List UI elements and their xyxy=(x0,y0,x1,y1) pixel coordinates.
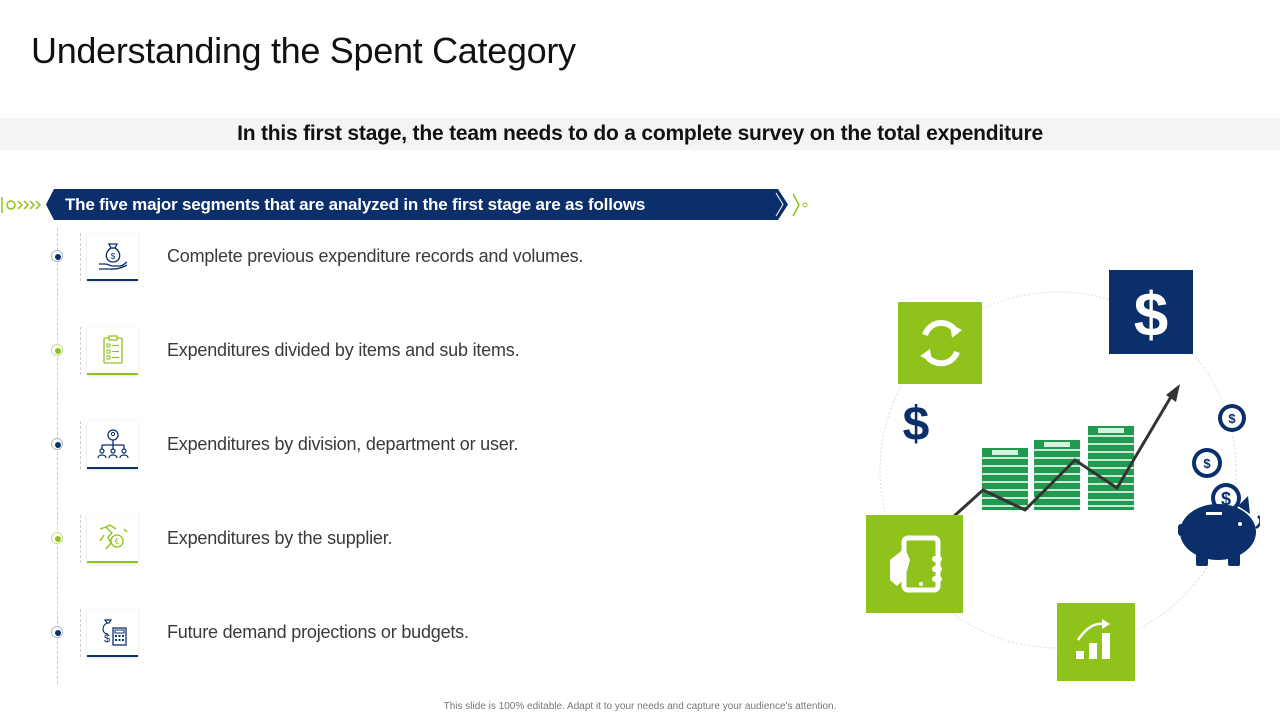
timeline-dot xyxy=(51,344,63,356)
finance-illustration: $ $ xyxy=(866,270,1260,681)
footer-note: This slide is 100% editable. Adapt it to… xyxy=(443,701,837,712)
item-text: Expenditures by division, department or … xyxy=(167,434,519,454)
timeline-dot xyxy=(51,626,63,638)
growth-chart-icon xyxy=(1057,603,1135,681)
cash-stack-icon xyxy=(982,426,1134,510)
item-separator xyxy=(80,233,81,281)
dollar-icon: $ xyxy=(1109,270,1193,354)
supplier-euro-icon: € xyxy=(98,524,127,550)
svg-text:$: $ xyxy=(1221,489,1231,509)
item-icon-box xyxy=(87,327,138,375)
chevron-decoration-icon xyxy=(1,197,42,213)
item-icon-box: € xyxy=(87,515,138,563)
item-text: Complete previous expenditure records an… xyxy=(167,246,584,266)
svg-text:€: € xyxy=(114,537,119,546)
hand-money-bag-icon: $ xyxy=(98,243,127,270)
item-separator xyxy=(80,327,81,375)
timeline-dot xyxy=(51,532,63,544)
trend-line xyxy=(950,394,1174,520)
mobile-payment-icon xyxy=(866,515,963,613)
svg-text:$: $ xyxy=(103,633,109,645)
svg-text:$: $ xyxy=(1228,411,1236,426)
subtitle: In this first stage, the team needs to d… xyxy=(237,122,1043,145)
timeline-dot xyxy=(51,250,63,262)
piggy-bank-icon: $ xyxy=(1178,483,1260,566)
section-banner xyxy=(46,189,788,220)
chevron-end-icon xyxy=(792,193,808,217)
item-icon-box: $ xyxy=(87,609,138,657)
svg-text:$: $ xyxy=(110,252,115,261)
item-text: Expenditures by the supplier. xyxy=(167,528,393,548)
item-separator xyxy=(80,421,81,469)
page-title: Understanding the Spent Category xyxy=(31,30,576,71)
trend-arrow-icon xyxy=(1166,384,1180,402)
item-icon-box: $ xyxy=(87,233,138,281)
coin-exchange-icon: $ $ xyxy=(1192,404,1246,478)
item-separator xyxy=(80,515,81,563)
org-chart-icon xyxy=(96,429,129,459)
subtitle-band xyxy=(0,118,1280,150)
money-calculator-icon: $ xyxy=(101,619,127,646)
section-banner-text: The five major segments that are analyze… xyxy=(65,195,646,214)
item-text: Future demand projections or budgets. xyxy=(167,622,469,642)
checklist-clipboard-icon xyxy=(102,335,123,364)
svg-text:$: $ xyxy=(1134,281,1168,350)
item-separator xyxy=(80,609,81,657)
timeline-line xyxy=(57,228,58,684)
timeline-dot xyxy=(51,438,63,450)
dollar-sign-icon: $ xyxy=(903,398,930,451)
item-icon-box xyxy=(87,421,138,469)
item-text: Expenditures divided by items and sub it… xyxy=(167,340,520,360)
refresh-icon xyxy=(898,302,982,384)
svg-text:$: $ xyxy=(1203,456,1211,471)
